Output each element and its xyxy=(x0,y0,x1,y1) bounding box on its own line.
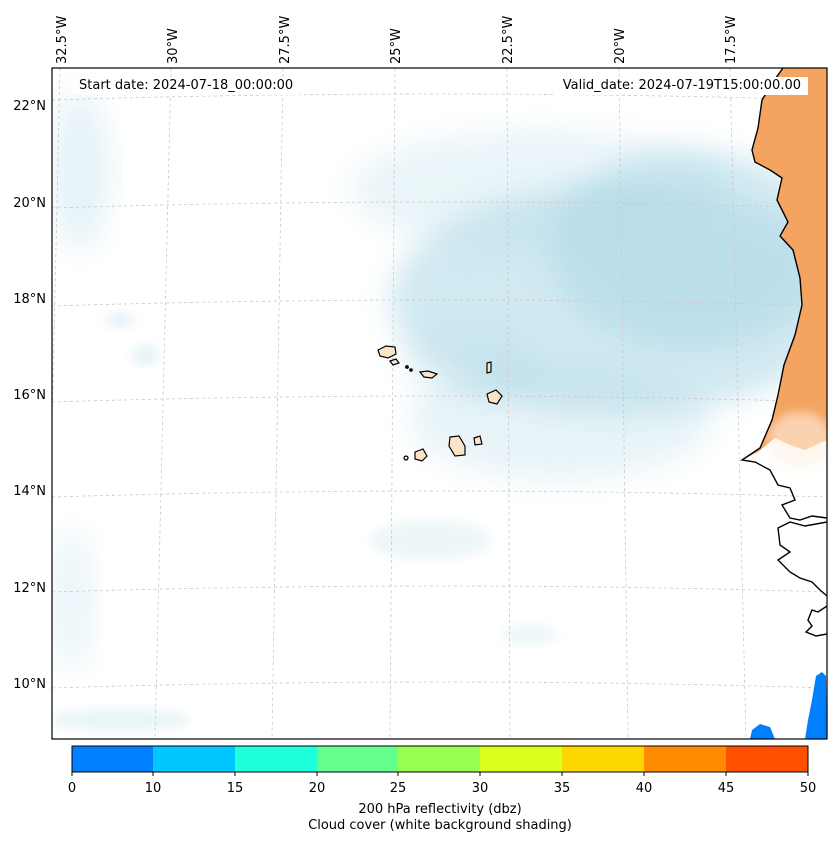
island-branco xyxy=(409,368,413,372)
start-date-label: Start date: 2024-07-18_00:00:00 xyxy=(72,77,301,95)
lon-label-25w: 25°W xyxy=(389,28,404,64)
reflectivity-patches xyxy=(750,672,827,739)
colorbar-tick-35: 35 xyxy=(554,781,571,796)
colorbar-tick-10: 10 xyxy=(145,781,162,796)
valid-date-label: Valid_date: 2024-07-19T15:00:00.00 xyxy=(555,77,808,95)
island-boa-vista xyxy=(486,389,503,405)
island-maio xyxy=(473,435,483,446)
island-sao-nicolau xyxy=(418,370,439,379)
colorbar-bin-30-35 xyxy=(480,746,562,772)
lat-label-18n: 18°N xyxy=(13,292,46,307)
island-sal xyxy=(486,361,492,374)
map-content xyxy=(52,68,827,739)
lon-label-20w: 20°W xyxy=(613,28,628,64)
colorbar-tick-25: 25 xyxy=(390,781,407,796)
island-fogo xyxy=(414,448,428,462)
map-frame xyxy=(51,67,828,740)
colorbar-bin-25-30 xyxy=(398,746,480,772)
colorbar-bin-35-40 xyxy=(562,746,644,772)
lat-label-22n: 22°N xyxy=(13,99,46,114)
lat-label-10n: 10°N xyxy=(13,677,46,692)
colorbar-tick-20: 20 xyxy=(309,781,326,796)
lat-label-12n: 12°N xyxy=(13,581,46,596)
lon-label-17-5w: 17.5°W xyxy=(724,16,739,64)
colorbar-tick-labels: 0 10 15 20 25 30 35 40 45 50 xyxy=(68,781,816,796)
colorbar-bin-40-45 xyxy=(644,746,726,772)
colorbar-tick-0: 0 xyxy=(68,781,76,796)
cloud-mass-north xyxy=(350,130,730,250)
longitude-labels: 32.5°W 30°W 27.5°W 25°W 22.5°W 20°W 17.5… xyxy=(55,16,739,64)
gridlines xyxy=(52,68,827,739)
lon-label-32-5w: 32.5°W xyxy=(55,16,70,64)
island-santiago xyxy=(448,435,466,457)
colorbar-bin-15-20 xyxy=(235,746,317,772)
cloud-patch-small-3 xyxy=(502,625,558,645)
colorbar-tick-45: 45 xyxy=(718,781,735,796)
colorbar-tick-15: 15 xyxy=(227,781,244,796)
reflectivity-patch-east xyxy=(805,672,827,739)
colorbar-label: 200 hPa reflectivity (dbz) xyxy=(358,802,522,817)
coastline-northwest-africa xyxy=(740,68,827,521)
lon-label-22-5w: 22.5°W xyxy=(501,16,516,64)
colorbar: 0 10 15 20 25 30 35 40 45 50 xyxy=(68,745,816,796)
island-santo-antao xyxy=(377,345,397,359)
colorbar-tick-50: 50 xyxy=(800,781,817,796)
cloud-cover-shading xyxy=(52,90,827,732)
colorbar-bin-20-25 xyxy=(317,746,398,772)
reflectivity-patch-south xyxy=(750,724,775,739)
cloud-patch-bottom xyxy=(52,708,190,732)
colorbar-frame xyxy=(71,745,809,773)
island-santa-luzia xyxy=(405,365,409,369)
colorbar-tick-40: 40 xyxy=(636,781,653,796)
cape-verde-islands xyxy=(377,345,503,462)
lon-label-30w: 30°W xyxy=(166,28,181,64)
lon-label-27-5w: 27.5°W xyxy=(278,16,293,64)
coastline-guinea xyxy=(804,605,827,637)
colorbar-tick-30: 30 xyxy=(472,781,489,796)
colorbar-sublabel: Cloud cover (white background shading) xyxy=(308,818,572,833)
colorbar-bin-0-10 xyxy=(72,746,153,772)
coastline-guinea-bissau xyxy=(776,521,827,597)
cloud-patch-islands xyxy=(400,320,540,400)
cloud-patch-west-south xyxy=(52,530,94,670)
lat-label-16n: 16°N xyxy=(13,388,46,403)
latitude-labels: 22°N 20°N 18°N 16°N 14°N 12°N 10°N xyxy=(13,99,46,692)
lat-label-20n: 20°N xyxy=(13,196,46,211)
cloud-patch-west-north xyxy=(52,90,110,250)
cloud-patch-small-2 xyxy=(106,312,134,328)
land-light-area xyxy=(768,412,827,468)
island-sao-vicente xyxy=(389,358,400,366)
colorbar-tick-marks xyxy=(71,772,809,776)
lat-label-14n: 14°N xyxy=(13,484,46,499)
cloud-patch-small-1 xyxy=(131,345,159,365)
cloud-patch-central xyxy=(370,520,490,560)
island-brava xyxy=(403,455,409,461)
colorbar-bin-45-50 xyxy=(726,746,808,772)
colorbar-bin-10-15 xyxy=(153,746,235,772)
